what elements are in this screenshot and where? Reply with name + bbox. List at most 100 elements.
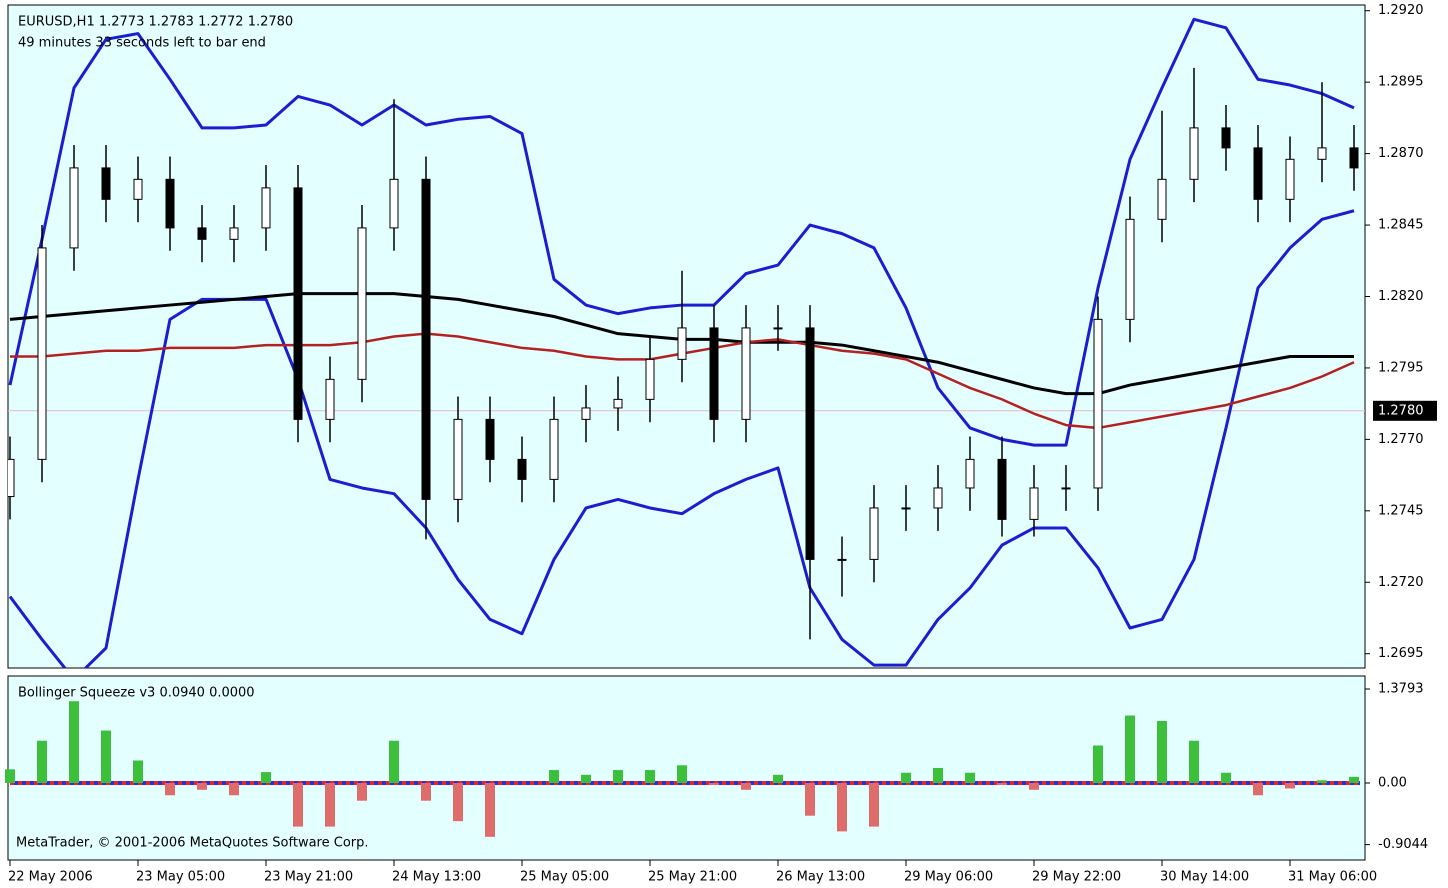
histogram-bar [1029, 782, 1039, 790]
candle-body [613, 398, 623, 409]
last-price-box [1373, 400, 1437, 421]
candle-body [1285, 158, 1295, 200]
x-tick-label: 29 May 06:00 [904, 870, 993, 885]
labels: EURUSD,H1 1.2773 1.2783 1.2772 1.2780 49… [8, 3, 1437, 885]
histogram-bar [453, 782, 463, 822]
histogram-bar [325, 782, 335, 827]
candle-body [261, 187, 271, 229]
candle-body [997, 458, 1007, 520]
y-tick-label: -0.9044 [1378, 837, 1428, 852]
histogram-bar [741, 782, 751, 790]
y-tick-label: 1.2695 [1378, 646, 1424, 661]
histogram-bar [933, 768, 943, 783]
candle-body [69, 167, 79, 249]
histogram-bar [709, 782, 719, 786]
x-tick-label: 26 May 13:00 [776, 870, 865, 885]
candle-body [389, 178, 399, 229]
indicator-title: Bollinger Squeeze v3 0.0940 0.0000 [18, 686, 255, 701]
x-tick-label: 23 May 21:00 [264, 870, 353, 885]
y-tick-label: 1.2770 [1378, 432, 1424, 447]
histogram-bar [165, 782, 175, 796]
histogram-bar [357, 782, 367, 801]
histogram-bar [229, 782, 239, 796]
histogram-bar [869, 782, 879, 827]
histogram-bar [1221, 772, 1231, 783]
histogram-bar [1157, 720, 1167, 783]
histogram-bar [1349, 776, 1359, 783]
candle-body [1317, 147, 1327, 160]
candle-body [357, 227, 367, 380]
candle-body [1029, 487, 1039, 520]
candle-body [1157, 178, 1167, 220]
histogram-bar [805, 782, 815, 816]
histogram-bar [837, 782, 847, 832]
chart-title: EURUSD,H1 1.2773 1.2783 1.2772 1.2780 [18, 15, 293, 30]
histogram-bar [1125, 715, 1135, 783]
histogram-bar [1253, 782, 1263, 796]
y-tick-label: 1.2845 [1378, 218, 1424, 233]
histogram-bar [133, 760, 143, 783]
x-tick-label: 22 May 2006 [8, 870, 93, 885]
histogram-bar [677, 765, 687, 783]
candle-body [1221, 127, 1231, 149]
chart-subtitle: 49 minutes 33 seconds left to bar end [18, 36, 266, 51]
histogram-bar [645, 770, 655, 783]
last-price-label: 1.2780 [1378, 403, 1424, 418]
histogram-bar [1189, 740, 1199, 783]
histogram-bar [773, 774, 783, 783]
y-tick-label: 1.2870 [1378, 146, 1424, 161]
candle-body [901, 507, 911, 510]
x-tick-label: 30 May 14:00 [1160, 870, 1249, 885]
candle-body [1093, 318, 1103, 489]
y-tick-label: 1.2920 [1378, 3, 1424, 18]
candle-body [837, 558, 847, 561]
candle-body [805, 327, 815, 560]
histogram-bar [293, 782, 303, 827]
histogram-bar [613, 770, 623, 783]
candle-body [197, 227, 207, 240]
candle-body [485, 418, 495, 460]
histogram-bar [581, 774, 591, 783]
candle-body [709, 327, 719, 420]
x-tick-label: 25 May 21:00 [648, 870, 737, 885]
candle-body [229, 227, 239, 240]
candle-body [933, 487, 943, 509]
y-tick-label: 1.2795 [1378, 360, 1424, 375]
x-tick-label: 23 May 05:00 [136, 870, 225, 885]
candle-body [1253, 147, 1263, 200]
candle-body [1061, 487, 1071, 490]
x-tick-label: 24 May 13:00 [392, 870, 481, 885]
candle-body [549, 418, 559, 480]
candle-body [293, 187, 303, 420]
candle-body [8, 458, 15, 498]
x-tick-label: 25 May 05:00 [520, 870, 609, 885]
histogram-bar [261, 772, 271, 783]
candle-body [165, 178, 175, 229]
histogram-bar [1093, 745, 1103, 783]
histogram-bar [69, 701, 79, 783]
candle-body [325, 378, 335, 420]
histogram-bar [549, 770, 559, 783]
indicator-plot [5, 701, 1360, 837]
candle-body [581, 407, 591, 420]
main-plot [8, 17, 1365, 668]
candle-body [773, 327, 783, 330]
x-tick-label: 31 May 06:00 [1288, 870, 1377, 885]
candle-body [741, 327, 751, 420]
histogram-bar [965, 772, 975, 783]
candle-body [453, 418, 463, 500]
candle-body [1349, 147, 1359, 169]
candle-body [101, 167, 111, 200]
copyright: MetaTrader, © 2001-2006 MetaQuotes Softw… [16, 836, 369, 851]
histogram-bar [1317, 780, 1327, 783]
candle-body [421, 178, 431, 500]
candle-body [133, 178, 143, 200]
candle-body [869, 507, 879, 560]
y-tick-label: 1.2820 [1378, 289, 1424, 304]
y-tick-label: 1.2720 [1378, 575, 1424, 590]
candle-body [645, 358, 655, 400]
histogram-bar [997, 782, 1007, 786]
y-tick-label: 1.2745 [1378, 503, 1424, 518]
histogram-bar [1285, 782, 1295, 789]
